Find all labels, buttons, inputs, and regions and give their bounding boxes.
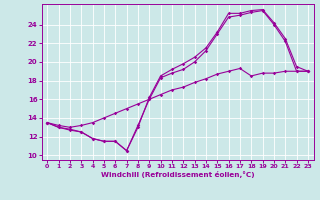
X-axis label: Windchill (Refroidissement éolien,°C): Windchill (Refroidissement éolien,°C)	[101, 171, 254, 178]
